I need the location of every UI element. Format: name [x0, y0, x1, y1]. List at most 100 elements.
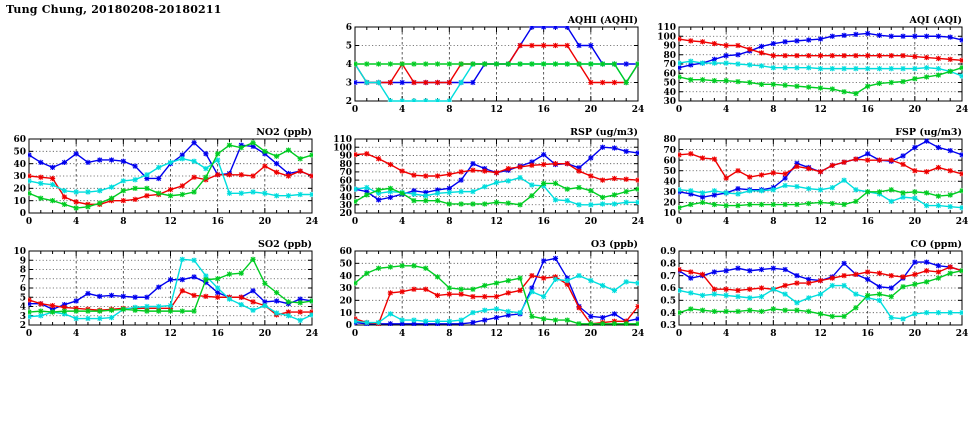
data-point [120, 198, 126, 204]
data-point [688, 306, 694, 312]
data-point [552, 180, 559, 187]
data-point [387, 264, 393, 270]
data-point [482, 168, 488, 174]
data-point [191, 140, 197, 146]
data-point [144, 294, 150, 300]
data-point [947, 56, 953, 62]
data-point [623, 148, 629, 154]
data-point [865, 269, 871, 275]
data-point [411, 321, 417, 326]
data-point [770, 65, 776, 71]
data-point [309, 298, 313, 304]
y-tick-label: 3 [20, 312, 26, 322]
data-point [678, 205, 682, 211]
x-tick-label: 24 [632, 217, 645, 227]
data-point [711, 156, 717, 162]
data-point [28, 309, 32, 315]
y-tick-label: 0.9 [660, 247, 676, 257]
data-point [758, 285, 765, 291]
data-point [120, 188, 126, 194]
data-point [238, 145, 244, 151]
data-point [238, 172, 244, 178]
data-point [794, 183, 800, 190]
y-tick-label: 50 [339, 185, 352, 195]
data-point [375, 79, 382, 86]
data-point [470, 319, 476, 326]
data-point [924, 169, 930, 175]
data-point [699, 39, 706, 45]
x-tick-label: 0 [676, 105, 682, 115]
data-point [935, 263, 942, 269]
x-tick-label: 0 [676, 217, 682, 227]
data-point [935, 310, 942, 316]
data-point [747, 295, 753, 301]
data-point [423, 189, 429, 196]
y-tick-label: 80 [663, 135, 676, 145]
data-point [688, 188, 694, 194]
data-point [806, 295, 812, 301]
data-point [758, 294, 765, 300]
x-tick-label: 20 [909, 217, 922, 227]
data-point [434, 198, 441, 204]
data-point [782, 39, 788, 45]
data-point [167, 186, 174, 193]
data-point [505, 308, 511, 315]
data-point [865, 53, 871, 59]
x-tick-label: 12 [490, 217, 503, 227]
data-point [61, 311, 67, 317]
x-tick-label: 8 [770, 329, 776, 339]
data-point [470, 286, 476, 292]
data-point [588, 202, 594, 208]
x-tick-label: 4 [399, 105, 405, 115]
x-tick-label: 8 [446, 329, 452, 339]
data-point [156, 175, 162, 182]
data-point [794, 53, 800, 59]
data-point [900, 284, 906, 290]
data-point [888, 66, 894, 72]
data-point [458, 286, 464, 292]
data-point [723, 53, 729, 59]
x-tick-label: 16 [861, 105, 874, 115]
data-point [876, 284, 883, 290]
data-point [888, 314, 894, 321]
y-tick-label: 0 [20, 209, 26, 219]
data-point [947, 168, 953, 174]
data-point [144, 175, 150, 182]
data-point [817, 66, 824, 72]
data-point [364, 270, 370, 276]
data-point [758, 308, 765, 315]
data-point [309, 152, 313, 158]
data-point [97, 188, 103, 194]
y-tick-label: 40 [339, 193, 352, 203]
y-tick-label: 5 [346, 42, 352, 52]
data-point [458, 61, 464, 67]
data-point [517, 310, 523, 316]
chart-panel-rsp: RSP (ug/m3) 20 30 40 50 60 70 80 90 100 110 0 4 8 12 16… [330, 126, 647, 230]
data-point [611, 61, 618, 67]
data-point [274, 310, 280, 316]
data-point [924, 268, 930, 274]
data-point [250, 256, 256, 262]
series-4-o3 [354, 263, 639, 326]
data-point [399, 61, 405, 67]
y-tick-label: 30 [13, 172, 26, 182]
data-point [912, 271, 918, 278]
x-tick-label: 12 [814, 217, 827, 227]
data-point [747, 188, 753, 194]
data-point [446, 201, 452, 207]
data-point [203, 277, 209, 283]
data-point [688, 275, 694, 281]
y-tick-label: 60 [663, 69, 676, 79]
data-point [470, 167, 476, 173]
x-tick-label: 4 [73, 329, 79, 339]
data-point [841, 273, 847, 279]
data-point [226, 172, 233, 178]
data-point [924, 279, 930, 285]
x-tick-label: 0 [352, 217, 358, 227]
data-point [924, 190, 930, 196]
data-point [699, 60, 706, 66]
data-point [794, 300, 800, 306]
y-tick-label: 50 [663, 167, 676, 177]
y-tick-label: 2 [20, 321, 26, 331]
